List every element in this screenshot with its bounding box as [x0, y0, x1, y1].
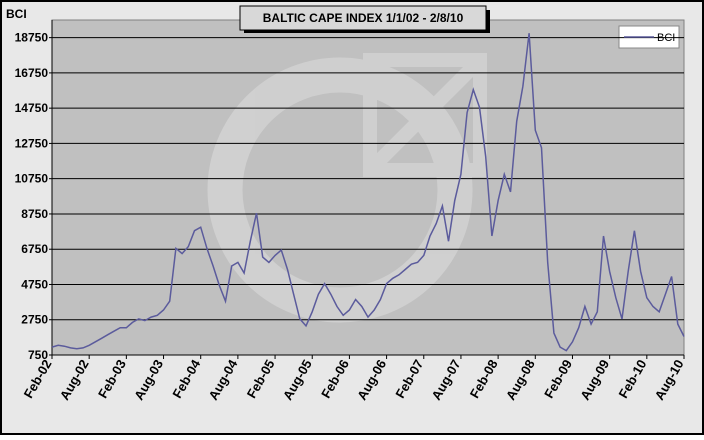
y-tick-label: 8750: [21, 207, 48, 221]
title-shadow: [244, 30, 490, 33]
data-line: [51, 33, 685, 352]
y-tick-label: 6750: [21, 242, 48, 256]
plot-area: [51, 19, 685, 356]
chart-title: BALTIC CAPE INDEX 1/1/02 - 2/8/10: [263, 11, 464, 25]
y-tick-label: 4750: [21, 277, 48, 291]
watermark: [207, 53, 487, 323]
y-tick-label: 750: [28, 348, 48, 362]
title-shadow: [486, 10, 490, 33]
y-axis-label: BCI: [6, 7, 27, 21]
y-tick-label: 16750: [15, 66, 49, 80]
y-tick-label: 10750: [15, 172, 49, 186]
y-tick-label: 12750: [15, 136, 49, 150]
y-tick-label: 2750: [21, 313, 48, 327]
title-box: [239, 5, 487, 31]
legend-label: BCI: [657, 32, 675, 44]
y-tick-label: 14750: [15, 101, 49, 115]
y-tick-label: 18750: [15, 31, 49, 45]
